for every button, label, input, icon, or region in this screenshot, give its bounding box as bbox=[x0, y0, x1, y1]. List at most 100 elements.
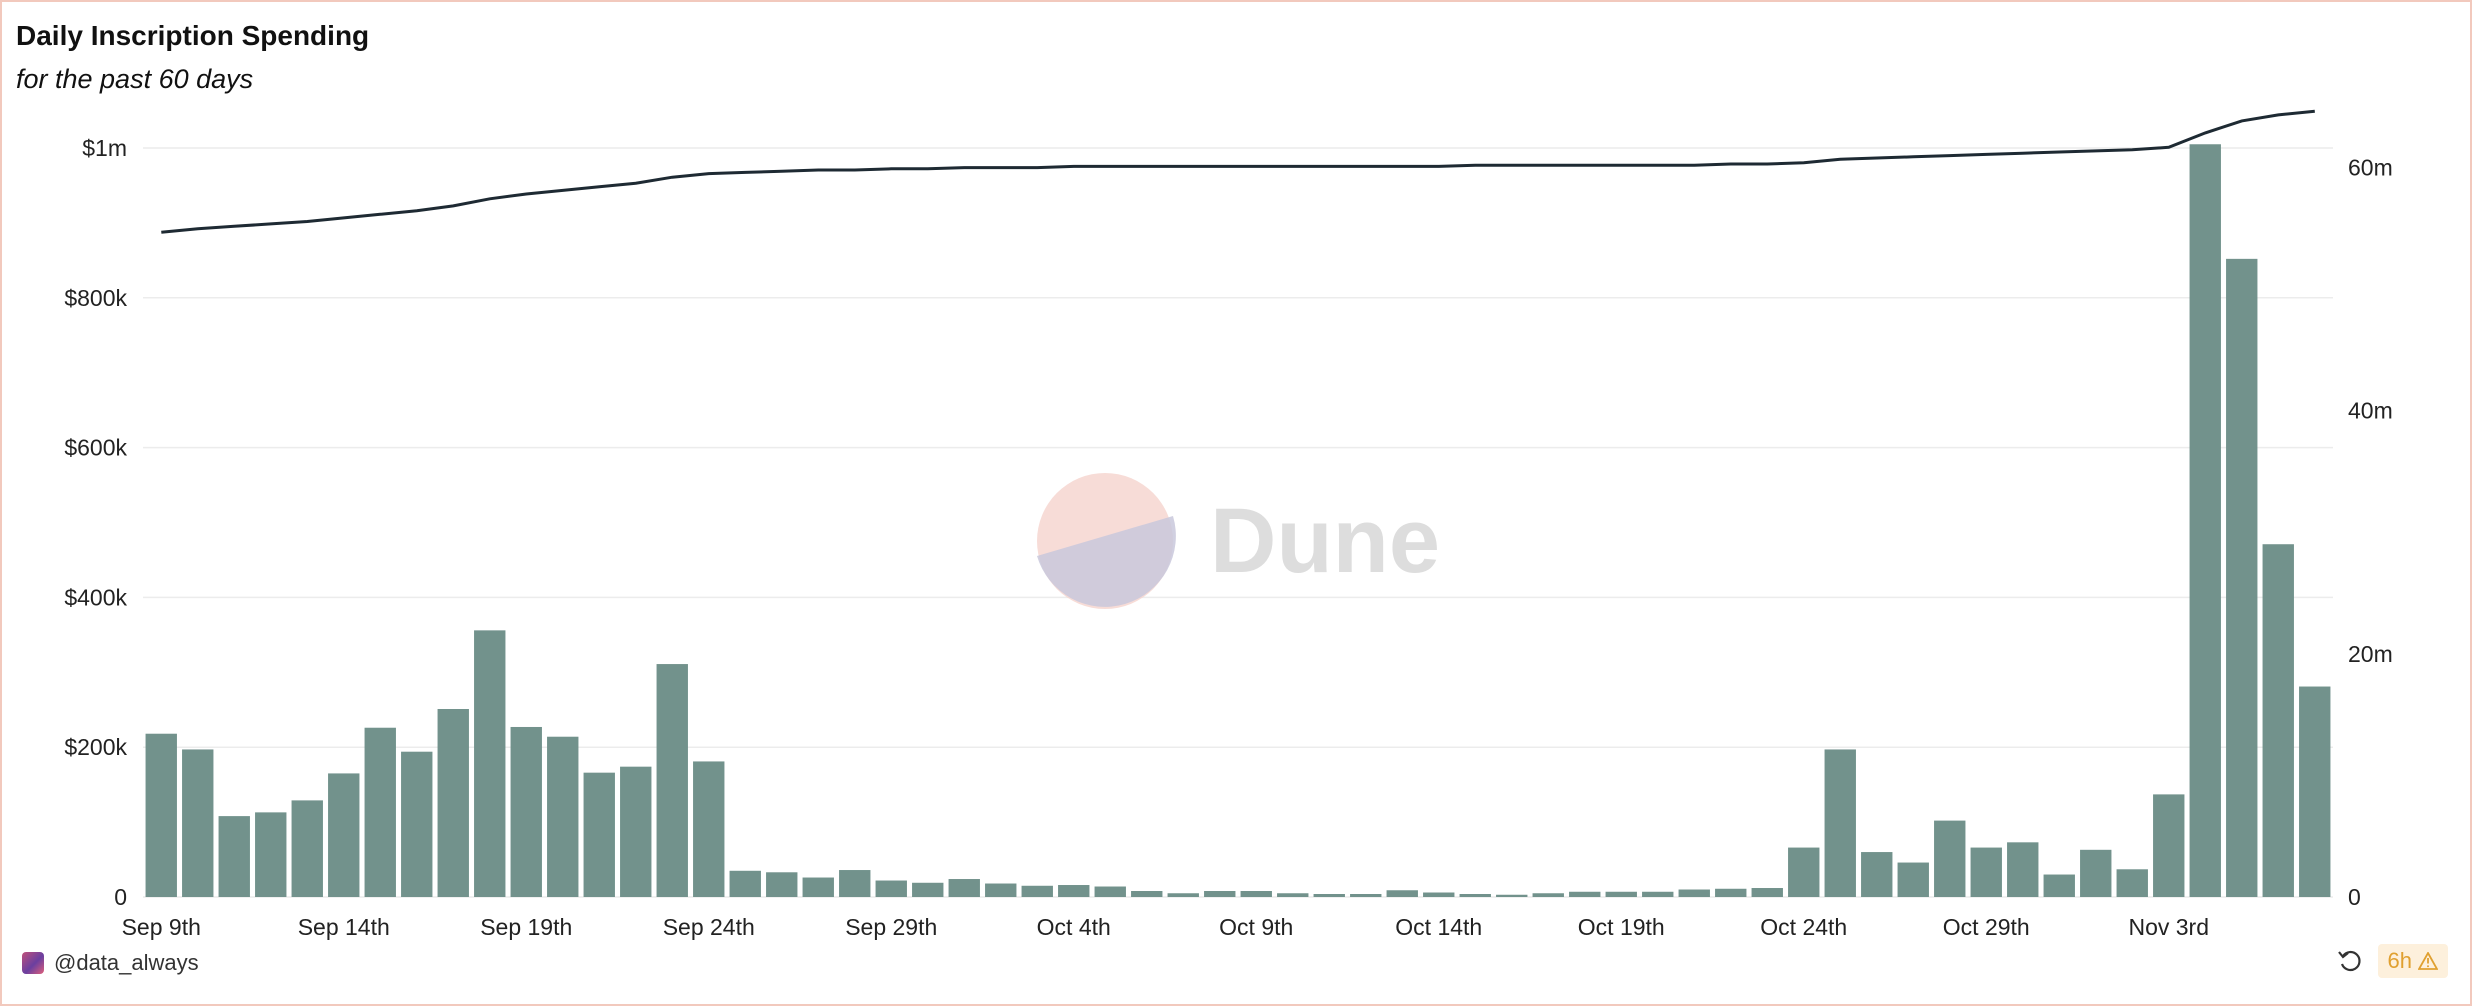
bar[interactable] bbox=[1313, 894, 1345, 897]
bar[interactable] bbox=[437, 709, 469, 897]
bar[interactable] bbox=[985, 883, 1017, 897]
bar[interactable] bbox=[875, 880, 907, 897]
bar[interactable] bbox=[2043, 874, 2075, 897]
bar[interactable] bbox=[1532, 893, 1564, 897]
x-tick-label: Sep 14th bbox=[298, 914, 390, 940]
bar[interactable] bbox=[218, 816, 250, 897]
left-tick-label: $400k bbox=[64, 584, 127, 610]
chart-title: Daily Inscription Spending bbox=[16, 20, 370, 51]
bar[interactable] bbox=[1496, 894, 1528, 897]
bar[interactable] bbox=[1970, 847, 2002, 897]
bar[interactable] bbox=[2080, 849, 2112, 897]
bar[interactable] bbox=[2007, 842, 2039, 897]
bar[interactable] bbox=[1751, 888, 1783, 897]
x-tick-label: Oct 19th bbox=[1578, 914, 1665, 940]
left-tick-label: $200k bbox=[64, 734, 127, 760]
bar[interactable] bbox=[802, 877, 834, 897]
bar[interactable] bbox=[2299, 686, 2331, 897]
footer-controls: 6h bbox=[2336, 944, 2448, 978]
bar[interactable] bbox=[1204, 891, 1236, 897]
bar[interactable] bbox=[2153, 794, 2185, 897]
data-age-badge[interactable]: 6h bbox=[2377, 944, 2448, 978]
x-tick-label: Oct 9th bbox=[1219, 914, 1293, 940]
warning-icon bbox=[2418, 952, 2438, 970]
bar[interactable] bbox=[364, 727, 396, 897]
bar[interactable] bbox=[1642, 891, 1674, 897]
bar[interactable] bbox=[1277, 893, 1309, 897]
bar[interactable] bbox=[1131, 891, 1163, 897]
bar[interactable] bbox=[474, 630, 506, 897]
bar[interactable] bbox=[839, 870, 871, 897]
bar[interactable] bbox=[145, 733, 177, 897]
bar[interactable] bbox=[1824, 749, 1856, 897]
axis-labels: 0 $200k $400k $600k $800k $1m 0 20m 40m 60m Sep 9t… bbox=[64, 135, 2392, 940]
bar[interactable] bbox=[1058, 885, 1090, 897]
bar[interactable] bbox=[1678, 889, 1710, 897]
dune-logo-shade bbox=[1037, 516, 1176, 607]
x-tick-label: Oct 4th bbox=[1037, 914, 1111, 940]
x-tick-label: Sep 24th bbox=[663, 914, 755, 940]
cumulative-line[interactable] bbox=[161, 109, 2315, 234]
bar[interactable] bbox=[656, 664, 688, 897]
avatar bbox=[22, 952, 44, 974]
bar[interactable] bbox=[620, 766, 652, 897]
right-tick-label: 60m bbox=[2348, 154, 2393, 180]
bar[interactable] bbox=[1861, 852, 1893, 897]
bar[interactable] bbox=[693, 761, 725, 897]
bar[interactable] bbox=[1021, 885, 1053, 897]
author-name[interactable]: @data_always bbox=[54, 950, 199, 975]
watermark-text: Dune bbox=[1210, 490, 1440, 592]
bar[interactable] bbox=[1569, 891, 1601, 897]
bar[interactable] bbox=[1350, 894, 1382, 897]
bar[interactable] bbox=[2262, 544, 2294, 897]
bar[interactable] bbox=[1788, 847, 1820, 897]
x-tick-label: Oct 29th bbox=[1943, 914, 2030, 940]
dune-watermark: Dune bbox=[1037, 473, 1440, 609]
bar[interactable] bbox=[182, 749, 214, 897]
bar[interactable] bbox=[547, 736, 579, 897]
bar[interactable] bbox=[328, 773, 360, 897]
bar[interactable] bbox=[401, 751, 433, 897]
bar[interactable] bbox=[1423, 892, 1455, 897]
left-tick-label: $1m bbox=[82, 135, 127, 161]
refresh-icon[interactable] bbox=[2336, 947, 2364, 975]
bar[interactable] bbox=[255, 812, 287, 897]
x-tick-label: Nov 3rd bbox=[2128, 914, 2209, 940]
bar[interactable] bbox=[948, 879, 980, 897]
x-tick-label: Oct 24th bbox=[1760, 914, 1847, 940]
x-tick-label: Oct 14th bbox=[1395, 914, 1482, 940]
line-series bbox=[161, 109, 2315, 234]
bar[interactable] bbox=[1094, 886, 1126, 897]
author-block[interactable]: @data_always bbox=[22, 950, 199, 976]
chart-subtitle: for the past 60 days bbox=[16, 64, 254, 94]
bar[interactable] bbox=[1934, 820, 1966, 897]
bar[interactable] bbox=[1605, 891, 1637, 897]
bar[interactable] bbox=[1240, 891, 1272, 897]
left-tick-label: $800k bbox=[64, 285, 127, 311]
left-tick-label: 0 bbox=[114, 884, 127, 910]
right-tick-label: 40m bbox=[2348, 398, 2393, 424]
x-tick-label: Sep 9th bbox=[122, 914, 201, 940]
bar[interactable] bbox=[2116, 869, 2148, 897]
data-age-text: 6h bbox=[2387, 948, 2412, 973]
bar[interactable] bbox=[1167, 893, 1199, 897]
bar-series bbox=[145, 144, 2331, 897]
right-tick-label: 0 bbox=[2348, 884, 2361, 910]
bar[interactable] bbox=[2226, 258, 2258, 897]
bar[interactable] bbox=[912, 882, 944, 897]
bar[interactable] bbox=[1715, 888, 1747, 897]
x-tick-label: Sep 29th bbox=[845, 914, 937, 940]
bar[interactable] bbox=[583, 772, 615, 897]
bar[interactable] bbox=[1897, 862, 1929, 897]
bar[interactable] bbox=[1459, 894, 1491, 897]
bar[interactable] bbox=[2189, 144, 2221, 897]
left-tick-label: $600k bbox=[64, 435, 127, 461]
bar[interactable] bbox=[1386, 890, 1418, 897]
bar[interactable] bbox=[291, 800, 323, 897]
bar[interactable] bbox=[510, 726, 542, 897]
bar[interactable] bbox=[729, 870, 761, 897]
grid-layer bbox=[143, 147, 2333, 898]
bar[interactable] bbox=[766, 872, 798, 897]
right-tick-label: 20m bbox=[2348, 641, 2393, 667]
